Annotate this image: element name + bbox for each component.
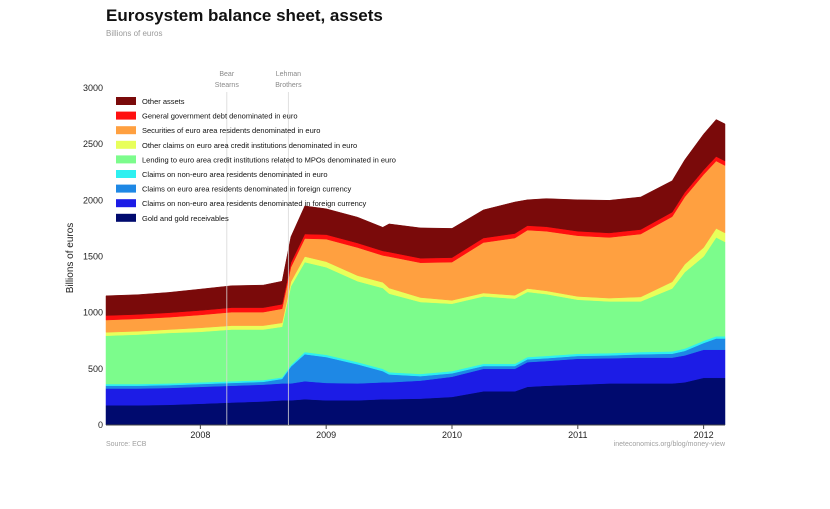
chart-subtitle: Billions of euros bbox=[106, 29, 163, 38]
y-tick-label: 1500 bbox=[83, 252, 103, 262]
y-tick-label: 500 bbox=[88, 364, 103, 374]
legend-swatch bbox=[116, 126, 136, 135]
legend-swatch bbox=[116, 140, 136, 149]
y-tick-label: 2500 bbox=[83, 139, 103, 149]
legend-swatch bbox=[116, 199, 136, 208]
legend-swatch bbox=[116, 213, 136, 222]
y-tick-label: 1000 bbox=[83, 308, 103, 318]
area-other-assets bbox=[105, 119, 726, 316]
legend-label: Other assets bbox=[142, 97, 185, 106]
legend-swatch bbox=[116, 155, 136, 164]
legend-swatch bbox=[116, 97, 136, 105]
chart-title: Eurosystem balance sheet, assets bbox=[106, 6, 383, 25]
annotation-label: Lehman bbox=[276, 71, 301, 78]
source-note: Source: ECB bbox=[106, 441, 147, 448]
y-tick-label: 0 bbox=[98, 420, 103, 430]
y-tick-label: 2000 bbox=[83, 195, 103, 205]
legend-label: Securities of euro area residents denomi… bbox=[142, 126, 320, 135]
legend-label: Gold and gold receivables bbox=[142, 214, 229, 223]
legend-swatch bbox=[116, 170, 136, 178]
y-axis-label: Billions of euros bbox=[65, 223, 76, 294]
legend-label: Claims on non-euro area residents denomi… bbox=[142, 199, 367, 208]
legend-label: General government debt denominated in e… bbox=[142, 112, 298, 121]
legend-label: Claims on euro area residents denominate… bbox=[142, 185, 352, 194]
annotation-label: Bear bbox=[219, 71, 234, 78]
x-tick-label: 2008 bbox=[190, 430, 210, 440]
legend-swatch bbox=[116, 184, 136, 193]
legend-label: Other claims on euro area credit institu… bbox=[142, 141, 357, 150]
x-tick-label: 2011 bbox=[568, 430, 587, 440]
x-tick-label: 2010 bbox=[442, 430, 462, 440]
credit-note: ineteconomics.org/blog/money-view bbox=[614, 441, 726, 448]
annotation-label: Stearns bbox=[215, 82, 240, 89]
annotation-label: Brothers bbox=[275, 82, 302, 89]
x-tick-label: 2012 bbox=[694, 430, 714, 440]
legend-label: Claims on non-euro area residents denomi… bbox=[142, 170, 328, 179]
legend-swatch bbox=[116, 111, 136, 120]
y-tick-label: 3000 bbox=[83, 83, 103, 93]
legend-label: Lending to euro area credit institutions… bbox=[142, 155, 396, 164]
x-tick-label: 2009 bbox=[316, 430, 336, 440]
